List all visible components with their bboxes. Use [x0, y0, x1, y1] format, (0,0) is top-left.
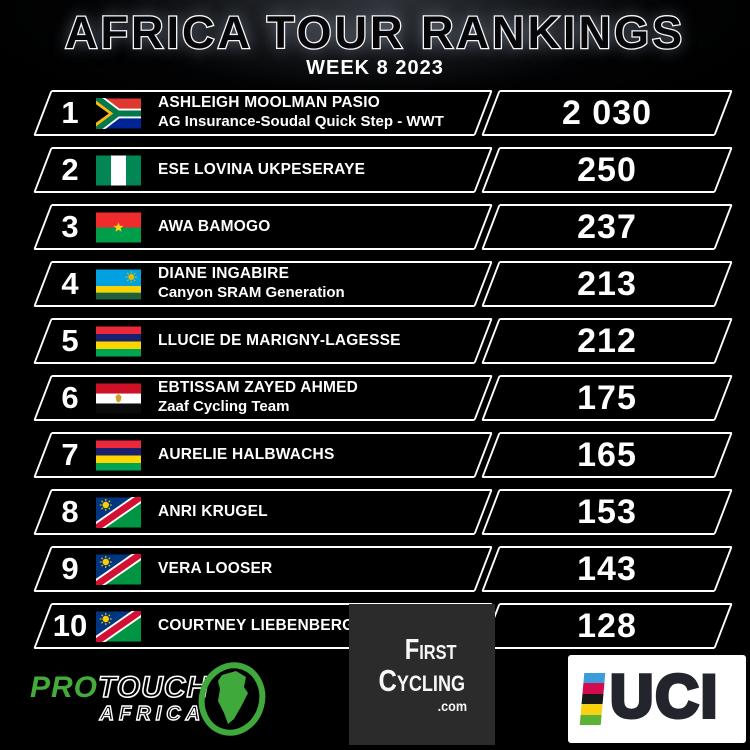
rider-name: AWA BAMOGO	[158, 217, 271, 235]
ranking-row: 3 AWA BAMOGO 237	[33, 204, 733, 250]
nigeria-flag-icon	[96, 155, 141, 186]
points-value: 153	[577, 492, 637, 531]
rider-name: ASHLEIGH MOOLMAN PASIO	[158, 94, 380, 112]
rider-cell: 6 EBTISSAM ZAYED AHMED Zaaf Cycling Team	[33, 375, 493, 421]
rider-name-block: DIANE INGABIRE Canyon SRAM Generation	[158, 265, 345, 302]
rank-number: 3	[61, 209, 79, 244]
rider-name: ANRI KRUGEL	[158, 502, 268, 520]
protouch-africa-logo: PROTOUCH AFRICA	[30, 660, 269, 738]
rank-number: 2	[61, 152, 79, 187]
rank-number: 4	[61, 266, 79, 301]
points-cell: 213	[481, 261, 733, 307]
points-cell: 153	[481, 489, 733, 535]
points-value: 250	[577, 150, 637, 189]
rider-cell: 7 AURELIE HALBWACHS	[33, 432, 493, 478]
points-value: 2 030	[561, 93, 653, 132]
rider-name-block: ASHLEIGH MOOLMAN PASIO AG Insurance-Soud…	[158, 94, 444, 131]
rider-name-block: COURTNEY LIEBENBERG	[158, 617, 354, 636]
ranking-row: 4 DIANE INGABIRE Canyon SRAM Generation …	[33, 261, 733, 307]
points-cell: 175	[481, 375, 733, 421]
mauritius-flag-icon	[96, 440, 141, 471]
namibia-flag-icon	[96, 554, 141, 585]
header: AFRICA TOUR RANKINGS WEEK 8 2023	[0, 0, 750, 80]
protouch-africa-text: AFRICA	[99, 702, 206, 725]
firstcycling-cycling-text: Cycling	[378, 662, 466, 698]
rider-name-block: AWA BAMOGO	[158, 218, 271, 237]
points-cell: 212	[481, 318, 733, 364]
uci-logo: UCI	[568, 655, 746, 743]
rank-number: 6	[61, 380, 79, 415]
rider-name: COURTNEY LIEBENBERG	[158, 616, 355, 634]
firstcycling-logo: First Cycling .com	[349, 604, 495, 745]
rank-number: 5	[61, 323, 79, 358]
points-cell: 128	[481, 603, 733, 649]
points-cell: 143	[481, 546, 733, 592]
points-value: 212	[577, 321, 637, 360]
ranking-row: 6 EBTISSAM ZAYED AHMED Zaaf Cycling Team…	[33, 375, 733, 421]
team-name: Zaaf Cycling Team	[158, 398, 290, 416]
rider-name: ESE LOVINA UKPESERAYE	[158, 160, 366, 178]
namibia-flag-icon	[96, 497, 141, 528]
protouch-pro-text: PRO	[30, 671, 99, 705]
points-cell: 237	[481, 204, 733, 250]
rider-name: LLUCIE DE MARIGNY-LAGESSE	[158, 331, 401, 349]
uci-wordmark: UCI	[608, 663, 720, 730]
rank-number: 7	[61, 437, 79, 472]
points-value: 213	[577, 264, 637, 303]
mauritius-flag-icon	[96, 326, 141, 357]
rider-cell: 5 LLUCIE DE MARIGNY-LAGESSE	[33, 318, 493, 364]
rankings-list: 1 ASHLEIGH MOOLMAN PASIO AG Insurance-So…	[0, 90, 750, 660]
ranking-row: 7 AURELIE HALBWACHS 165	[33, 432, 733, 478]
rider-cell: 3 AWA BAMOGO	[33, 204, 493, 250]
rider-name-block: EBTISSAM ZAYED AHMED Zaaf Cycling Team	[158, 379, 358, 416]
rider-name: AURELIE HALBWACHS	[158, 445, 335, 463]
points-value: 175	[577, 378, 637, 417]
points-value: 128	[577, 606, 637, 645]
ranking-row: 2 ESE LOVINA UKPESERAYE 250	[33, 147, 733, 193]
namibia-flag-icon	[96, 611, 141, 642]
rider-name-block: LLUCIE DE MARIGNY-LAGESSE	[158, 332, 401, 351]
ranking-row: 8 ANRI KRUGEL 153	[33, 489, 733, 535]
rank-number: 8	[61, 494, 79, 529]
rider-name-block: ANRI KRUGEL	[158, 503, 268, 522]
rider-cell: 9 VERA LOOSER	[33, 546, 493, 592]
rider-cell: 2 ESE LOVINA UKPESERAYE	[33, 147, 493, 193]
points-cell: 2 030	[481, 90, 733, 136]
rider-cell: 1 ASHLEIGH MOOLMAN PASIO AG Insurance-So…	[33, 90, 493, 136]
firstcycling-first-text: First	[405, 633, 457, 666]
rider-name-block: ESE LOVINA UKPESERAYE	[158, 161, 365, 180]
rider-name-block: AURELIE HALBWACHS	[158, 446, 334, 465]
rider-name-block: VERA LOOSER	[158, 560, 272, 579]
rider-cell: 4 DIANE INGABIRE Canyon SRAM Generation	[33, 261, 493, 307]
protouch-touch-text: TOUCH	[97, 671, 210, 705]
south-africa-flag-icon	[96, 98, 141, 129]
egypt-flag-icon	[96, 383, 141, 414]
week-subtitle: WEEK 8 2023	[306, 57, 444, 80]
points-cell: 250	[481, 147, 733, 193]
rwanda-flag-icon	[96, 269, 141, 300]
points-value: 165	[577, 435, 637, 474]
rank-number: 10	[52, 608, 88, 643]
rank-number: 1	[61, 95, 79, 130]
team-name: Canyon SRAM Generation	[158, 284, 345, 302]
ranking-row: 1 ASHLEIGH MOOLMAN PASIO AG Insurance-So…	[33, 90, 733, 136]
rider-name: DIANE INGABIRE	[158, 265, 290, 283]
rider-name: EBTISSAM ZAYED AHMED	[158, 379, 359, 397]
page-title: AFRICA TOUR RANKINGS	[64, 7, 685, 58]
ranking-row: 5 LLUCIE DE MARIGNY-LAGESSE 212	[33, 318, 733, 364]
points-value: 237	[577, 207, 637, 246]
rider-cell: 8 ANRI KRUGEL	[33, 489, 493, 535]
points-cell: 165	[481, 432, 733, 478]
team-name: AG Insurance-Soudal Quick Step - WWT	[158, 113, 444, 131]
ranking-row: 9 VERA LOOSER 143	[33, 546, 733, 592]
points-value: 143	[577, 549, 637, 588]
uci-rainbow-stripes-icon	[579, 673, 606, 726]
protouch-wordmark: PROTOUCH AFRICA	[30, 671, 210, 726]
burkina-faso-flag-icon	[96, 212, 141, 243]
globe-africa-icon	[198, 662, 266, 736]
rider-name: VERA LOOSER	[158, 559, 273, 577]
firstcycling-com-text: .com	[437, 697, 468, 714]
rank-number: 9	[61, 551, 79, 586]
